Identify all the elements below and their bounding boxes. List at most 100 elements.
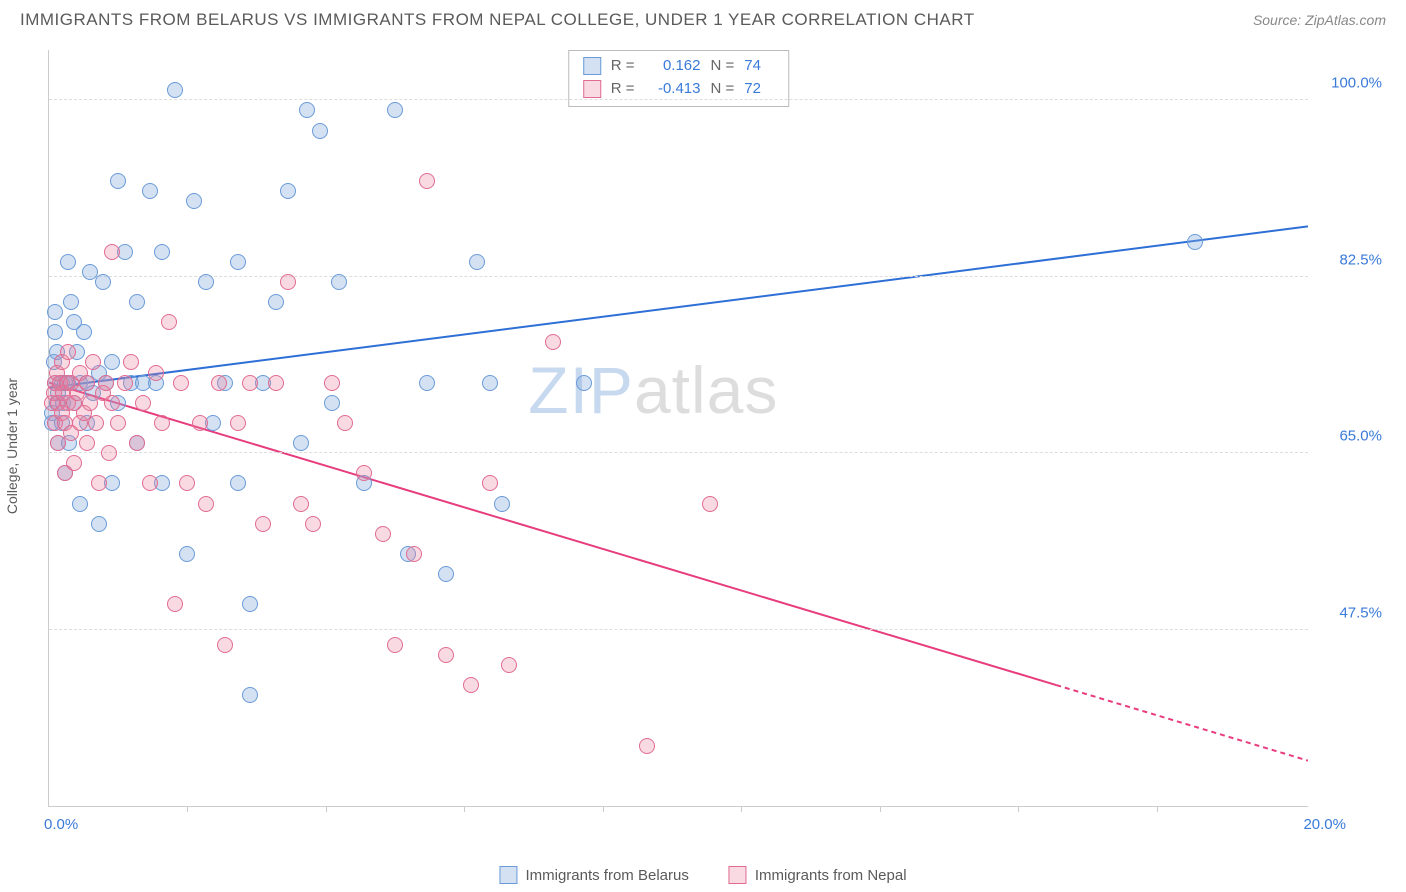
r-value: 0.162	[645, 55, 701, 78]
data-point	[192, 415, 208, 431]
data-point	[91, 475, 107, 491]
correlation-row: R = 0.162 N = 74	[583, 55, 775, 78]
legend-swatch	[499, 866, 517, 884]
data-point	[79, 375, 95, 391]
data-point	[280, 183, 296, 199]
data-point	[110, 415, 126, 431]
data-point	[66, 455, 82, 471]
n-label: N =	[711, 78, 735, 101]
data-point	[186, 193, 202, 209]
data-point	[438, 647, 454, 663]
data-point	[167, 82, 183, 98]
data-point	[101, 445, 117, 461]
data-point	[154, 244, 170, 260]
data-point	[123, 354, 139, 370]
data-point	[299, 102, 315, 118]
data-point	[47, 324, 63, 340]
data-point	[88, 415, 104, 431]
data-point	[702, 496, 718, 512]
data-point	[167, 596, 183, 612]
legend-swatch	[583, 57, 601, 75]
watermark: ZIPatlas	[528, 352, 778, 428]
data-point	[324, 395, 340, 411]
data-point	[148, 365, 164, 381]
chart-source: Source: ZipAtlas.com	[1253, 12, 1386, 28]
legend-swatch	[729, 866, 747, 884]
data-point	[242, 687, 258, 703]
data-point	[375, 526, 391, 542]
data-point	[179, 546, 195, 562]
data-point	[242, 596, 258, 612]
x-tick-mark	[603, 806, 604, 812]
data-point	[419, 375, 435, 391]
data-point	[1187, 234, 1203, 250]
data-point	[337, 415, 353, 431]
chart-title: IMMIGRANTS FROM BELARUS VS IMMIGRANTS FR…	[20, 10, 975, 30]
data-point	[173, 375, 189, 391]
n-value: 72	[744, 78, 774, 101]
y-tick-label: 82.5%	[1314, 251, 1382, 268]
data-point	[85, 354, 101, 370]
chart-container: ZIPatlas R =0.162N =74R =-0.413N =72 47.…	[48, 50, 1386, 837]
data-point	[230, 415, 246, 431]
data-point	[60, 254, 76, 270]
data-point	[293, 496, 309, 512]
grid-line	[49, 276, 1308, 277]
data-point	[469, 254, 485, 270]
legend-label: Immigrants from Nepal	[755, 867, 907, 884]
grid-line	[49, 452, 1308, 453]
data-point	[129, 435, 145, 451]
data-point	[576, 375, 592, 391]
data-point	[501, 657, 517, 673]
data-point	[95, 274, 111, 290]
x-tick-mark	[326, 806, 327, 812]
data-point	[161, 314, 177, 330]
data-point	[268, 294, 284, 310]
data-point	[217, 637, 233, 653]
data-point	[639, 738, 655, 754]
grid-line	[49, 629, 1308, 630]
data-point	[242, 375, 258, 391]
x-tick-mark	[1018, 806, 1019, 812]
data-point	[255, 516, 271, 532]
grid-line	[49, 99, 1308, 100]
data-point	[76, 324, 92, 340]
data-point	[387, 102, 403, 118]
y-axis-label: College, Under 1 year	[4, 378, 20, 514]
r-value: -0.413	[645, 78, 701, 101]
data-point	[72, 496, 88, 512]
data-point	[545, 334, 561, 350]
data-point	[104, 354, 120, 370]
r-label: R =	[611, 55, 635, 78]
x-tick-mark	[464, 806, 465, 812]
data-point	[230, 254, 246, 270]
data-point	[104, 244, 120, 260]
data-point	[356, 465, 372, 481]
plot-area: ZIPatlas R =0.162N =74R =-0.413N =72 47.…	[48, 50, 1308, 807]
y-tick-label: 100.0%	[1314, 75, 1382, 92]
data-point	[135, 395, 151, 411]
header: IMMIGRANTS FROM BELARUS VS IMMIGRANTS FR…	[0, 0, 1406, 42]
data-point	[63, 294, 79, 310]
n-value: 74	[744, 55, 774, 78]
data-point	[494, 496, 510, 512]
data-point	[79, 435, 95, 451]
data-point	[110, 173, 126, 189]
x-tick-mark	[741, 806, 742, 812]
data-point	[293, 435, 309, 451]
data-point	[129, 294, 145, 310]
data-point	[331, 274, 347, 290]
data-point	[268, 375, 284, 391]
data-point	[280, 274, 296, 290]
data-point	[438, 566, 454, 582]
x-tick-mark	[187, 806, 188, 812]
watermark-part2: atlas	[634, 353, 778, 427]
n-label: N =	[711, 55, 735, 78]
x-tick-mark	[1157, 806, 1158, 812]
correlation-row: R =-0.413N =72	[583, 78, 775, 101]
data-point	[91, 516, 107, 532]
y-tick-label: 65.0%	[1314, 428, 1382, 445]
legend-swatch	[583, 80, 601, 98]
data-point	[482, 375, 498, 391]
x-tick-max: 20.0%	[1303, 816, 1346, 833]
